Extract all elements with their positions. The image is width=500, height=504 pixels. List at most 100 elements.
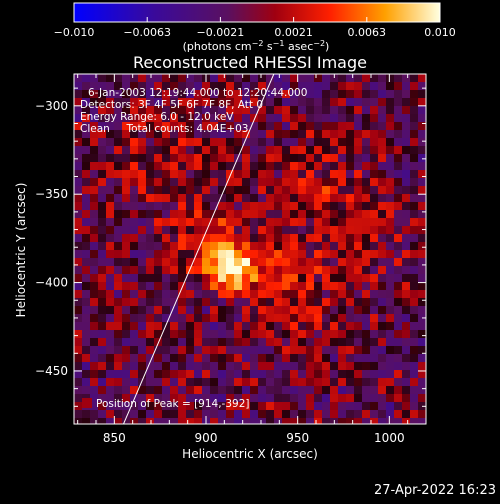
heatmap-cell [370, 386, 378, 394]
heatmap-cell [314, 394, 322, 402]
heatmap-cell [322, 354, 330, 362]
heatmap-cell [202, 410, 210, 418]
heatmap-cell [186, 210, 194, 218]
heatmap-cell [202, 226, 210, 234]
heatmap-cell [106, 362, 114, 370]
heatmap-cell [162, 90, 170, 98]
heatmap-cell [322, 298, 330, 306]
heatmap-cell [226, 298, 234, 306]
heatmap-cell [314, 266, 322, 274]
heatmap-cell [242, 130, 250, 138]
heatmap-cell [178, 386, 186, 394]
heatmap-cell [322, 170, 330, 178]
heatmap-cell [410, 314, 418, 322]
heatmap-cell [98, 394, 106, 402]
heatmap-cell [298, 362, 306, 370]
heatmap-cell [138, 370, 146, 378]
heatmap-cell [266, 394, 274, 402]
heatmap-cell [242, 306, 250, 314]
heatmap-cell [82, 218, 90, 226]
heatmap-cell [210, 154, 218, 162]
heatmap-cell [338, 306, 346, 314]
heatmap-cell [418, 98, 426, 106]
heatmap-cell [154, 242, 162, 250]
heatmap-cell [274, 146, 282, 154]
heatmap-cell [354, 242, 362, 250]
colorbar-gradient [73, 2, 441, 23]
heatmap-cell [250, 202, 258, 210]
heatmap-cell [298, 74, 306, 82]
heatmap-cell [186, 370, 194, 378]
heatmap-cell [266, 298, 274, 306]
heatmap-cell [74, 162, 82, 170]
heatmap-cell [386, 114, 394, 122]
heatmap-cell [162, 338, 170, 346]
heatmap-cell [178, 146, 186, 154]
heatmap-cell [218, 282, 226, 290]
heatmap-cell [114, 338, 122, 346]
heatmap-cell [90, 322, 98, 330]
heatmap-cell [410, 330, 418, 338]
heatmap-cell [82, 210, 90, 218]
heatmap-cell [194, 386, 202, 394]
heatmap-cell [106, 242, 114, 250]
heatmap-cell [354, 98, 362, 106]
heatmap-cell [114, 130, 122, 138]
heatmap-cell [186, 314, 194, 322]
heatmap-cell [74, 114, 82, 122]
heatmap-cell [74, 394, 82, 402]
heatmap-cell [354, 330, 362, 338]
heatmap-cell [314, 322, 322, 330]
heatmap-cell [154, 218, 162, 226]
heatmap-cell [138, 282, 146, 290]
heatmap-cell [106, 346, 114, 354]
heatmap-cell [258, 378, 266, 386]
heatmap-cell [242, 354, 250, 362]
heatmap-cell [170, 234, 178, 242]
heatmap-cell [282, 410, 290, 418]
heatmap-cell [218, 90, 226, 98]
heatmap-cell [250, 106, 258, 114]
heatmap-cell [218, 402, 226, 410]
heatmap-cell [274, 122, 282, 130]
heatmap-cell [354, 386, 362, 394]
heatmap-cell [98, 178, 106, 186]
heatmap-cell [346, 258, 354, 266]
heatmap-cell [402, 338, 410, 346]
heatmap-cell [82, 242, 90, 250]
heatmap-cell [354, 146, 362, 154]
heatmap-cell [370, 194, 378, 202]
heatmap-cell [266, 338, 274, 346]
heatmap-cell [330, 362, 338, 370]
heatmap-cell [202, 338, 210, 346]
heatmap-cell [202, 298, 210, 306]
heatmap-cell [378, 114, 386, 122]
heatmap-cell [186, 122, 194, 130]
heatmap-cell [218, 98, 226, 106]
heatmap-cell [98, 130, 106, 138]
heatmap-cell [146, 242, 154, 250]
heatmap-cell [154, 202, 162, 210]
heatmap-cell [242, 314, 250, 322]
heatmap-cell [330, 370, 338, 378]
y-axis-label: Heliocentric Y (arcsec) [14, 183, 28, 318]
colorbar-tick-label: 0.0063 [348, 26, 387, 39]
heatmap-cell [282, 290, 290, 298]
heatmap-cell [74, 170, 82, 178]
heatmap-cell [130, 266, 138, 274]
heatmap-cell [82, 170, 90, 178]
heatmap-cell [138, 242, 146, 250]
heatmap-cell [258, 210, 266, 218]
heatmap-cell [338, 418, 346, 424]
heatmap-cell [202, 290, 210, 298]
heatmap-cell [258, 74, 266, 82]
heatmap-cell [410, 226, 418, 234]
heatmap-cell [242, 90, 250, 98]
heatmap-cell [114, 106, 122, 114]
heatmap-cell [178, 74, 186, 82]
heatmap-cell [258, 362, 266, 370]
heatmap-cell [90, 154, 98, 162]
heatmap-cell [122, 386, 130, 394]
heatmap-cell [146, 170, 154, 178]
heatmap-cell [386, 354, 394, 362]
